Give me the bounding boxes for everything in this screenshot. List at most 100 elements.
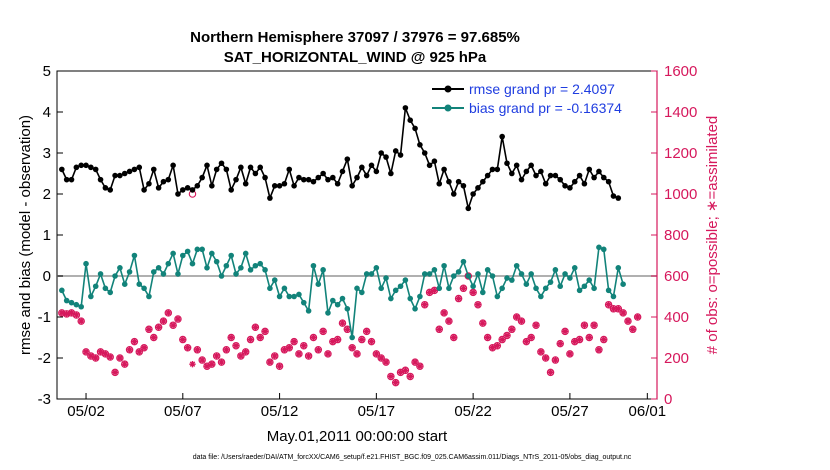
y-left-tick-label: 0 [43, 268, 51, 285]
bias-point [528, 271, 534, 277]
left-axis: -3 -2 -1 0 1 2 3 4 5 [38, 63, 63, 408]
assimilated-obs-point [402, 367, 409, 374]
assimilated-obs-point [344, 326, 351, 333]
bias-point [281, 285, 288, 292]
legend-bias-marker [444, 104, 452, 112]
bias-point [373, 265, 380, 271]
rmse-point [252, 170, 259, 177]
rmse-point [117, 172, 123, 179]
rmse-point [73, 164, 80, 171]
bias-point [315, 281, 322, 288]
rmse-point [233, 176, 239, 183]
rmse-point [600, 174, 607, 181]
bias-point [388, 295, 394, 302]
legend-rmse-label: rmse grand pr = 2.4097 [469, 81, 615, 97]
rmse-point [552, 172, 559, 179]
assimilated-obs-point [82, 348, 90, 356]
assimilated-obs-point [440, 309, 448, 317]
bias-point [610, 293, 617, 300]
assimilated-obs-point [266, 358, 274, 366]
bias-point [557, 283, 564, 290]
bias-point [165, 260, 172, 267]
bias-point [494, 293, 501, 300]
rmse-point [475, 185, 481, 191]
bias-point [421, 271, 428, 277]
bias-point [146, 293, 152, 300]
bias-point [83, 260, 89, 267]
assimilated-obs-point [324, 350, 332, 358]
assimilated-obs-point [203, 363, 211, 370]
assimilated-obs-point [271, 352, 278, 360]
legend: rmse grand pr = 2.4097 bias grand pr = -… [428, 77, 643, 119]
rmse-point [228, 187, 234, 193]
assimilated-obs-point [77, 317, 85, 325]
rmse-point [426, 162, 433, 169]
assimilated-obs-point [319, 328, 327, 335]
rmse-point [131, 166, 138, 173]
assimilated-obs-point [523, 338, 530, 345]
bias-point [533, 285, 539, 292]
rmse-point [267, 195, 273, 201]
rmse-point [591, 174, 597, 181]
assimilated-obs-point [363, 328, 370, 335]
assimilated-obs-point [407, 373, 414, 380]
assimilated-obs-point [208, 360, 216, 368]
bias-point [334, 301, 341, 308]
bias-point [455, 269, 462, 275]
assimilated-obs-point [503, 332, 511, 339]
bias-point [175, 271, 181, 277]
assimilated-obs-point [242, 348, 249, 356]
bias-point [576, 287, 583, 294]
assimilated-obs-point [576, 336, 583, 343]
rmse-point [242, 180, 249, 187]
assimilated-obs-point [179, 336, 187, 343]
bias-point [199, 246, 205, 253]
rmse-point [325, 176, 331, 183]
assimilated-obs-point [155, 324, 162, 331]
x-tick-label: 06/01 [629, 403, 667, 420]
rmse-point [136, 164, 143, 171]
x-tick-label: 05/02 [67, 403, 105, 420]
rmse-point [533, 172, 539, 179]
rmse-point [567, 185, 573, 191]
assimilated-obs-point [382, 358, 390, 366]
assimilated-obs-point [252, 324, 259, 331]
rmse-point [271, 183, 278, 189]
assimilated-obs-point [416, 363, 424, 370]
assimilated-obs-point [527, 334, 535, 341]
y-left-tick-label: 2 [43, 186, 51, 203]
assimilated-obs-point [97, 348, 104, 356]
rmse-point [470, 191, 476, 197]
bias-point [542, 285, 549, 292]
rmse-point [392, 148, 399, 154]
chart-title: Northern Hemisphere 37097 / 37976 = 97.6… [190, 29, 520, 46]
assimilated-obs-point [513, 313, 520, 321]
rmse-point [141, 187, 147, 193]
bias-point [247, 267, 254, 273]
obs-count-series [58, 190, 642, 387]
rmse-point [155, 185, 162, 191]
bias-point [567, 275, 573, 281]
bias-point [126, 269, 133, 275]
assimilated-obs-point [498, 336, 506, 343]
rmse-point [97, 176, 104, 183]
assimilated-obs-point [494, 342, 501, 349]
bias-point [262, 267, 268, 273]
y-right-tick-label: 1200 [664, 145, 697, 162]
bias-point [392, 287, 399, 294]
bias-point [552, 267, 559, 273]
assimilated-obs-point [169, 322, 177, 329]
bias-point [213, 258, 220, 265]
assimilated-obs-point [63, 310, 70, 318]
x-tick-label: 05/27 [551, 403, 589, 420]
error-series [59, 105, 626, 341]
rmse-point [373, 168, 380, 175]
assimilated-obs-point [58, 309, 66, 317]
bias-point [330, 297, 336, 304]
assimilated-obs-point [484, 334, 491, 341]
rmse-point [441, 166, 447, 173]
rmse-point [499, 133, 505, 140]
rmse-point [160, 178, 167, 185]
rmse-point [571, 178, 578, 185]
rmse-point [509, 170, 515, 177]
